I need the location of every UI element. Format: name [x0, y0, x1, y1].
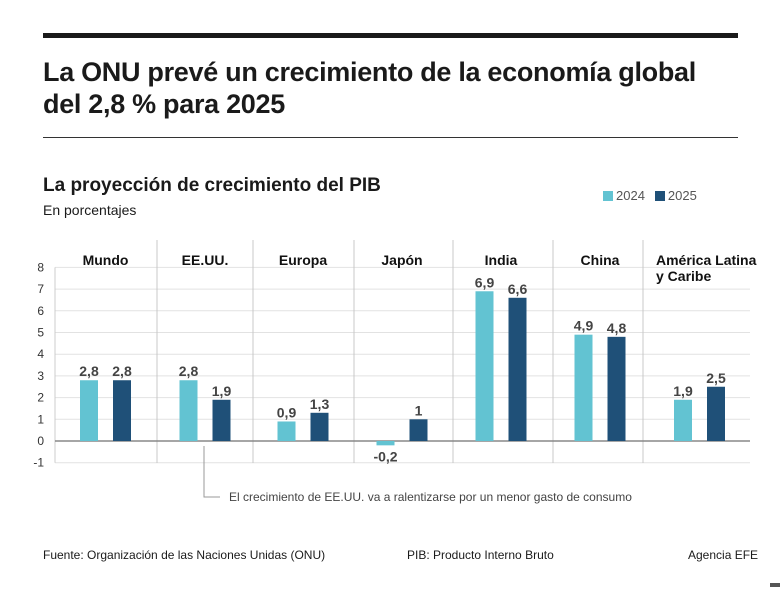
top-rule	[43, 33, 738, 38]
category-label: China	[581, 252, 620, 268]
category-label: América Latina	[656, 252, 757, 268]
legend-swatch-2025	[654, 191, 665, 201]
bar-2024	[574, 334, 593, 441]
bar-2024	[674, 399, 692, 441]
category-label: y Caribe	[656, 268, 711, 284]
page-title: La ONU prevé un crecimiento de la econom…	[43, 57, 696, 119]
bar-2025	[212, 399, 231, 441]
title-divider	[43, 137, 738, 138]
data-label: 2,5	[706, 370, 726, 386]
y-tick-label: 7	[37, 282, 44, 296]
y-tick-label: 4	[37, 347, 44, 361]
corner-mark	[770, 583, 780, 587]
data-label: 4,9	[574, 318, 594, 334]
bar-2025	[310, 412, 329, 441]
data-label: 1	[415, 402, 423, 418]
bar-2025	[707, 386, 725, 441]
data-label: 6,6	[508, 281, 528, 297]
chart-units: En porcentajes	[43, 202, 137, 218]
annotation-text: El crecimiento de EE.UU. va a ralentizar…	[229, 490, 632, 504]
data-label: -0,2	[373, 448, 397, 464]
bar-2024	[376, 441, 395, 446]
bar-2024	[277, 421, 296, 441]
legend-label-2025: 2025	[667, 188, 697, 203]
data-label: 2,8	[79, 363, 99, 379]
bar-2025	[113, 380, 131, 441]
bar-2024	[179, 380, 198, 441]
bar-2025	[409, 419, 428, 441]
y-tick-label: 3	[37, 369, 44, 383]
y-tick-label: 1	[37, 412, 44, 426]
category-label: Japón	[381, 252, 422, 268]
legend-label-2024: 2024	[616, 188, 645, 203]
category-label: India	[485, 252, 518, 268]
data-label: 2,8	[179, 363, 199, 379]
data-label: 6,9	[475, 274, 495, 290]
legend-item-2024: 2024	[603, 188, 645, 203]
agency-credit: Agencia EFE	[688, 548, 759, 562]
bar-2024	[475, 291, 494, 441]
data-label: 4,8	[607, 320, 627, 336]
bar-2025	[607, 336, 626, 441]
y-tick-label: 6	[37, 304, 44, 318]
legend-swatch-2024	[603, 191, 613, 201]
y-tick-label: 0	[37, 434, 44, 448]
bar-2025	[508, 297, 527, 441]
category-label: EE.UU.	[182, 252, 229, 268]
data-label: 0,9	[277, 404, 297, 420]
annotation-leader	[203, 446, 220, 498]
pib-note: PIB: Producto Interno Bruto	[407, 548, 554, 562]
y-tick-label: 5	[37, 326, 44, 340]
data-label: 2,8	[112, 363, 132, 379]
chart-subtitle: La proyección de crecimiento del PIB	[43, 175, 381, 196]
y-tick-label: 2	[37, 391, 44, 405]
legend: 2024 2025	[603, 188, 697, 203]
source-note: Fuente: Organización de las Naciones Uni…	[43, 548, 326, 562]
category-label: Mundo	[83, 252, 129, 268]
data-label: 1,9	[212, 383, 232, 399]
y-tick-label: 8	[37, 260, 44, 274]
legend-item-2025: 2025	[654, 188, 697, 203]
y-tick-label: -1	[33, 456, 44, 470]
data-label: 1,9	[673, 383, 693, 399]
data-label: 1,3	[310, 396, 330, 412]
category-label: Europa	[279, 252, 327, 268]
bar-2024	[80, 380, 98, 441]
